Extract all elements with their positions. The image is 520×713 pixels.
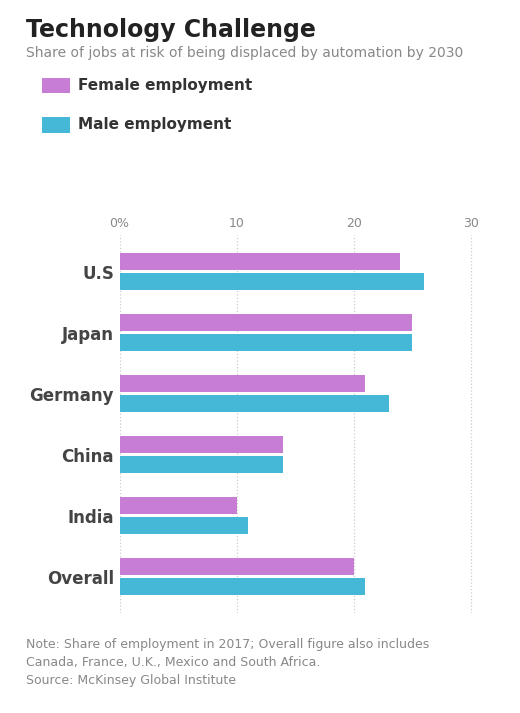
- Bar: [120, 395, 389, 412]
- Bar: [120, 253, 400, 270]
- Bar: [120, 375, 365, 392]
- Bar: [120, 456, 283, 473]
- Bar: [120, 314, 412, 332]
- Text: Share of jobs at risk of being displaced by automation by 2030: Share of jobs at risk of being displaced…: [26, 46, 463, 61]
- Bar: [120, 578, 365, 595]
- Text: Note: Share of employment in 2017; Overall figure also includes
Canada, France, : Note: Share of employment in 2017; Overa…: [26, 638, 429, 687]
- Bar: [120, 436, 283, 453]
- Bar: [120, 334, 412, 352]
- Bar: [120, 497, 237, 514]
- Bar: [120, 558, 354, 575]
- Text: Male employment: Male employment: [78, 117, 231, 133]
- Bar: [120, 273, 424, 290]
- Bar: [120, 517, 249, 534]
- Text: Technology Challenge: Technology Challenge: [26, 18, 316, 42]
- Text: Female employment: Female employment: [78, 78, 252, 93]
